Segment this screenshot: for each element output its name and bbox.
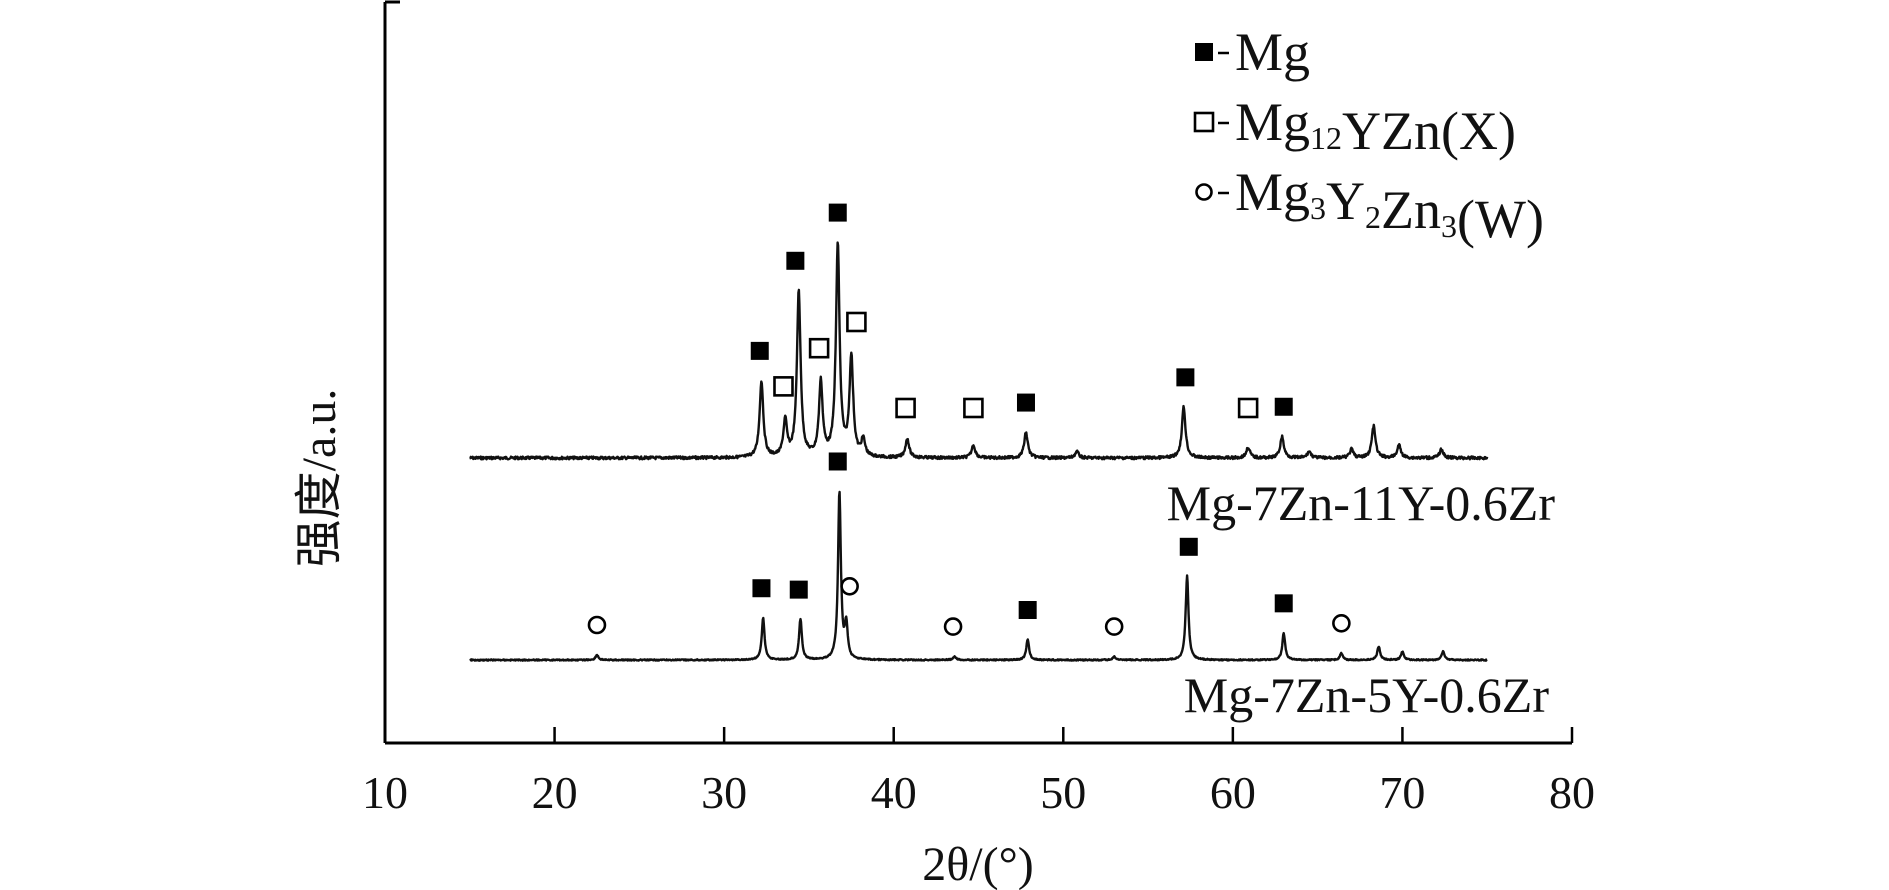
phase-marker [1274, 397, 1293, 416]
phase-marker [840, 576, 859, 596]
x-tick-label: 40 [871, 767, 917, 818]
phase-marker [1332, 613, 1351, 633]
phase-marker [943, 617, 963, 636]
series-layer [469, 241, 1489, 662]
phase-marker [1237, 397, 1259, 419]
phase-marker [1018, 601, 1037, 620]
legend-label-0: Mg [1235, 22, 1310, 82]
legend-label-2: Mg3Y2Zn3(W) [1235, 162, 1544, 249]
phase-marker [587, 615, 607, 635]
series-line-0 [469, 241, 1489, 461]
phase-marker [1179, 537, 1198, 556]
phase-marker [895, 397, 916, 419]
phase-marker [1104, 617, 1124, 636]
legend: Mg Mg12YZn(X)Mg3Y2Zn3(W) [1193, 22, 1544, 249]
x-tick-label: 30 [701, 767, 747, 818]
phase-marker [828, 203, 847, 222]
x-axis-title: 2θ/(°) [922, 838, 1034, 890]
phase-marker [786, 251, 805, 270]
y-axis-title: 强度/a.u. [293, 389, 346, 568]
phase-marker [1016, 393, 1035, 412]
series-label-mg-7zn-5y: Mg-7Zn-5Y-0.6Zr [1184, 667, 1550, 723]
x-tick-label: 60 [1210, 767, 1256, 818]
legend-symbol-2 [1195, 183, 1213, 201]
phase-marker [808, 337, 830, 359]
phase-marker [789, 580, 808, 599]
legend-symbol-1 [1193, 111, 1215, 133]
phase-marker [750, 341, 769, 360]
legend-symbol-0 [1195, 43, 1213, 61]
phase-marker [1176, 368, 1195, 387]
series-line-1 [469, 490, 1488, 662]
x-tick-label: 70 [1379, 767, 1425, 818]
x-tick-label: 20 [532, 767, 578, 818]
phase-marker [1274, 594, 1293, 613]
x-ticks: 10 20 30 40 50 60 70 80 [362, 727, 1595, 818]
x-tick-label: 10 [362, 767, 408, 818]
phase-marker [773, 376, 794, 397]
phase-markers [587, 203, 1351, 636]
x-tick-label: 50 [1040, 767, 1086, 818]
axes: 10 20 30 40 50 60 70 80 [362, 0, 1595, 818]
legend-label-1: Mg12YZn(X) [1235, 92, 1516, 161]
phase-marker [963, 397, 984, 419]
x-tick-label: 80 [1549, 767, 1595, 818]
series-label-mg-7zn-11y: Mg-7Zn-11Y-0.6Zr [1167, 475, 1556, 531]
phase-marker [846, 311, 867, 333]
phase-marker [828, 452, 847, 471]
phase-marker [752, 579, 771, 598]
